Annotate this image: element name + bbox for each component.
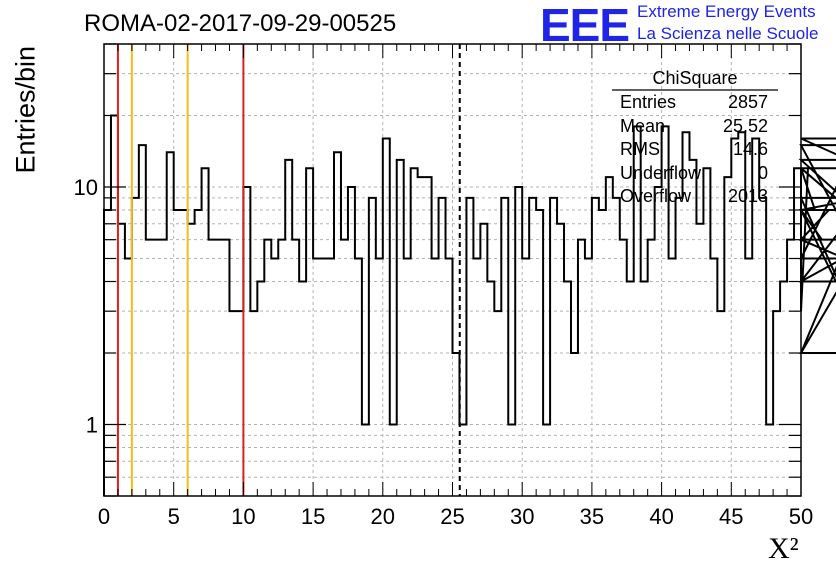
x-tick-label: 35 (580, 504, 604, 529)
stats-key: RMS (620, 139, 660, 159)
stats-value: 2013 (727, 186, 768, 206)
x-tick-label: 30 (510, 504, 534, 529)
x-tick-label: 15 (301, 504, 325, 529)
x-tick-label: 25 (440, 504, 464, 529)
x-tick-label: 40 (649, 504, 673, 529)
eee-logo: EEE (540, 0, 630, 51)
y-tick-label: 10 (74, 175, 98, 200)
logo-text-line1: Extreme Energy Events (637, 2, 816, 21)
x-tick-label: 5 (168, 504, 180, 529)
stats-value: 25.52 (722, 116, 768, 136)
stats-key: Entries (620, 92, 677, 112)
histogram-step-line (103, 114, 836, 496)
y-tick-label: 1 (86, 413, 98, 438)
logo-text-line2: La Scienza nelle Scuole (637, 24, 819, 43)
stats-value: 2857 (727, 92, 768, 112)
chart-title: ROMA-02-2017-09-29-00525 (84, 10, 397, 37)
stats-key: Underflow (620, 163, 702, 183)
stats-value: 14.6 (732, 139, 768, 159)
x-tick-label: 10 (231, 504, 255, 529)
x-tick-label: 20 (371, 504, 395, 529)
histogram-series (103, 114, 836, 496)
x-axis-label: X² (768, 532, 799, 565)
reference-lines (116, 44, 461, 496)
x-tick-label: 0 (98, 504, 110, 529)
axes: 0 5 10 15 20 25 30 35 40 45 50 1 10 (74, 43, 813, 529)
stats-box-title: ChiSquare (652, 68, 738, 88)
stats-key: Mean (620, 116, 666, 136)
stats-value: 0 (757, 163, 768, 183)
y-axis-label: Entries/bin (10, 45, 41, 174)
x-tick-label: 45 (719, 504, 743, 529)
stats-key: Overflow (620, 186, 692, 206)
x-tick-label: 50 (789, 504, 813, 529)
